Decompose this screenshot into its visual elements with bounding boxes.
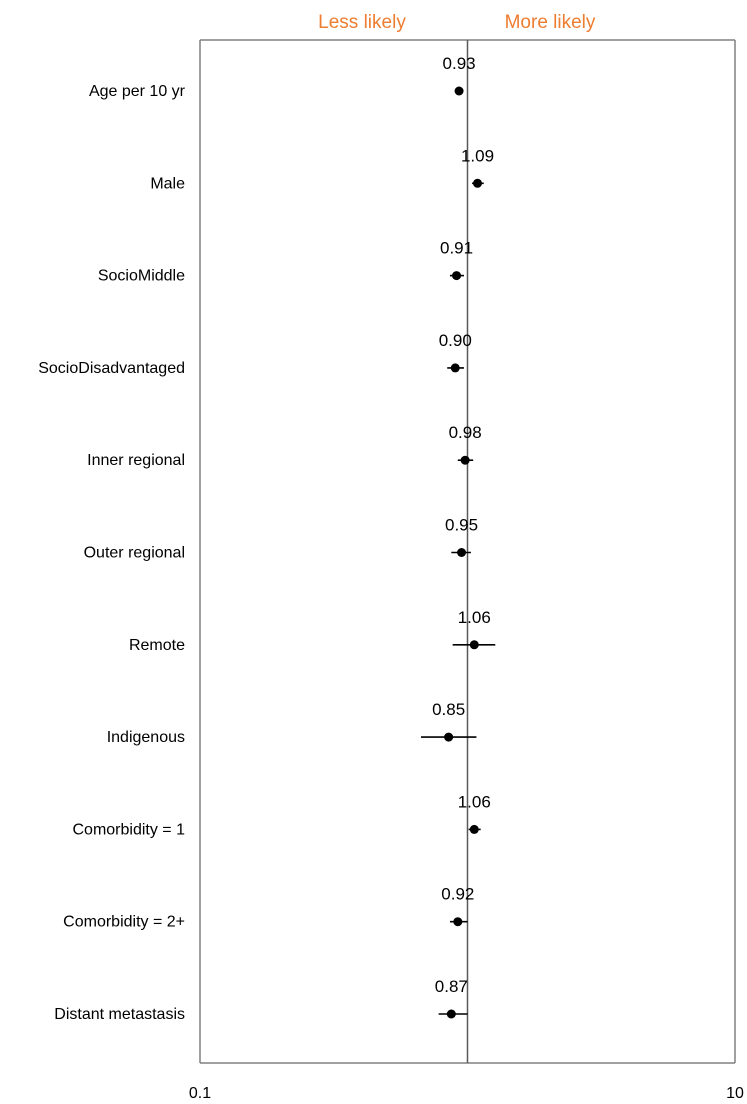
category-label: Distant metastasis [54,1006,185,1023]
estimate-point [453,917,463,927]
forest-row: SocioDisadvantaged 0.90 [38,331,472,377]
forest-row: Outer regional 0.95 [84,516,478,562]
value-label: 0.92 [441,885,474,904]
category-label: Outer regional [84,545,185,562]
category-label: Indigenous [107,729,185,746]
value-label: 1.09 [461,146,494,165]
category-label: Comorbidity = 1 [73,821,186,838]
value-label: 1.06 [458,792,491,811]
forest-row: Comorbidity = 2+ 0.92 [63,885,474,931]
value-label: 0.91 [440,239,473,258]
category-label: Remote [129,637,185,654]
x-tick-label-right: 10 [726,1085,744,1102]
x-tick-label-left: 0.1 [189,1085,211,1102]
category-label: Comorbidity = 2+ [63,914,185,931]
header-less-likely: Less likely [318,12,406,33]
forest-row: Indigenous 0.85 [107,700,477,746]
forest-row: Age per 10 yr 0.93 [89,54,476,100]
category-label: SocioMiddle [98,268,185,285]
header-more-likely: More likely [505,12,596,33]
estimate-point [450,363,460,373]
estimate-point [452,271,462,281]
estimate-point [460,455,470,465]
category-label: Male [150,175,185,192]
forest-row: Inner regional 0.98 [87,423,482,469]
value-label: 0.95 [445,516,478,535]
estimate-point [446,1009,456,1019]
estimate-point [457,548,467,557]
value-label: 1.06 [458,608,491,627]
category-label: SocioDisadvantaged [38,360,185,377]
forest-row: Comorbidity = 1 1.06 [73,792,491,838]
forest-row: Distant metastasis 0.87 [54,977,468,1023]
value-label: 0.87 [435,977,468,996]
forest-row: SocioMiddle 0.91 [98,239,473,285]
forest-row: Remote 1.06 [129,608,496,654]
forest-row: Male 1.09 [150,146,494,192]
category-label: Inner regional [87,452,185,469]
estimate-point [444,732,454,742]
estimate-point [454,86,464,96]
estimate-point [469,640,479,650]
value-label: 0.93 [443,54,476,73]
estimate-point [469,824,479,834]
estimate-point [473,178,483,188]
value-label: 0.90 [439,331,472,350]
value-label: 0.85 [432,700,465,719]
category-label: Age per 10 yr [89,83,186,100]
forest-rows: Age per 10 yr 0.93 Male 1.09 SocioMiddle 0.91… [38,54,496,1023]
value-label: 0.98 [449,423,482,442]
